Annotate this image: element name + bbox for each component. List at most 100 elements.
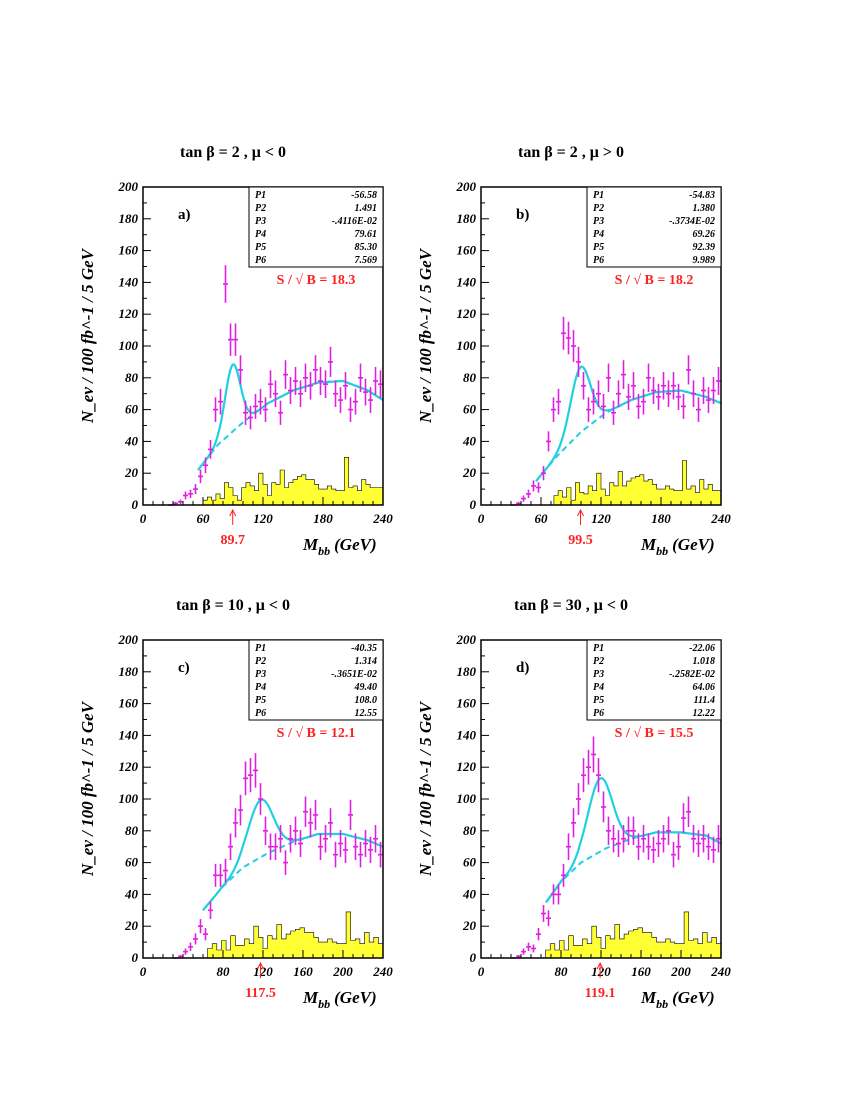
data-point [696, 830, 701, 858]
data-point [248, 758, 253, 793]
data-point [646, 363, 651, 393]
data-point [283, 360, 288, 390]
data-point [521, 495, 526, 502]
x-axis-label-main: M [302, 535, 319, 554]
fit-param-name: P3 [593, 216, 604, 227]
peak-mass-label: 99.5 [568, 533, 593, 548]
data-point [193, 933, 198, 945]
data-point [213, 863, 218, 887]
y-axis-label: N_ev / 100 fb^-1 / 5 GeV [416, 700, 435, 877]
x-tick-label: 80 [217, 964, 231, 979]
data-point [348, 397, 353, 422]
data-point [363, 830, 368, 858]
data-point [373, 824, 378, 853]
data-point [198, 469, 203, 484]
fit-param-name: P2 [255, 656, 266, 667]
data-point [711, 377, 716, 405]
fit-param-value: -56.58 [351, 190, 377, 201]
y-tick-label: 200 [118, 179, 139, 194]
data-point [661, 824, 666, 853]
fit-params-box [586, 186, 722, 268]
y-tick-label: 200 [456, 179, 477, 194]
data-point [268, 833, 273, 861]
data-point [636, 393, 641, 419]
chart-panel-1: tan β = 2 , μ < 0 0 20 40 60 80 100 120 140 160 18… [78, 144, 393, 558]
data-point [691, 824, 696, 853]
x-tick-label: 200 [670, 964, 691, 979]
data-point [606, 816, 611, 846]
data-point [621, 360, 626, 390]
data-point [298, 380, 303, 408]
y-tick-label: 140 [457, 274, 477, 289]
panel-label: c) [178, 660, 190, 676]
data-point [551, 397, 556, 422]
data-point [323, 824, 328, 853]
x-tick-label: 120 [253, 511, 273, 526]
data-point [561, 316, 566, 350]
data-point [293, 816, 298, 846]
x-axis-label-unit: (GeV) [672, 535, 714, 554]
data-point [556, 388, 561, 415]
chart-panel-4: tan β = 30 , μ < 0 0 20 40 60 80 100 120 140 160 1… [416, 597, 731, 1011]
x-tick-label: 240 [372, 964, 393, 979]
data-point [248, 405, 253, 430]
data-point [183, 948, 188, 955]
fit-param-value: 108.0 [355, 695, 378, 706]
data-point [616, 830, 621, 858]
data-point [313, 355, 318, 385]
data-point [293, 366, 298, 396]
fit-param-value: 1.491 [355, 203, 378, 214]
y-tick-label: 180 [457, 664, 477, 679]
data-point [526, 942, 531, 952]
data-point [711, 836, 716, 863]
data-point [621, 824, 626, 853]
y-tick-label: 200 [456, 632, 477, 647]
y-tick-label: 40 [124, 886, 139, 901]
data-point [308, 808, 313, 838]
y-tick-label: 20 [124, 918, 139, 933]
fit-param-value: 69.26 [693, 229, 716, 240]
data-point [208, 439, 213, 459]
x-axis-label-sub: bb [318, 997, 330, 1011]
fit-param-value: 49.40 [354, 682, 378, 693]
fit-param-name: P4 [593, 229, 604, 240]
x-tick-label: 120 [591, 964, 611, 979]
peak-arrow-head [229, 508, 237, 517]
fit-param-name: P5 [593, 242, 604, 253]
y-tick-label: 140 [119, 727, 139, 742]
data-point [531, 480, 536, 492]
fit-param-name: P4 [255, 682, 266, 693]
fit-param-value: 1.380 [693, 203, 716, 214]
data-point [188, 489, 193, 499]
y-tick-label: 0 [132, 497, 139, 512]
data-point [586, 397, 591, 422]
background-histogram [143, 911, 384, 959]
x-tick-label: 120 [591, 511, 611, 526]
data-point [183, 491, 188, 500]
data-point [651, 377, 656, 405]
data-point [551, 884, 556, 905]
data-point [671, 841, 676, 868]
x-tick-label: 200 [332, 964, 353, 979]
y-tick-label: 60 [125, 855, 139, 870]
x-tick-label: 120 [253, 964, 273, 979]
data-point [263, 816, 268, 846]
fit-param-value: 12.55 [355, 708, 378, 719]
fit-param-value: 9.989 [693, 255, 716, 266]
y-tick-label: 200 [118, 632, 139, 647]
fit-param-name: P6 [255, 255, 266, 266]
data-point [676, 383, 681, 410]
panel-label: b) [516, 207, 529, 223]
data-point [716, 824, 721, 853]
y-tick-label: 180 [119, 664, 139, 679]
fit-param-name: P5 [593, 695, 604, 706]
y-tick-label: 160 [119, 243, 139, 258]
data-point [536, 927, 541, 941]
x-axis-label-unit: (GeV) [672, 988, 714, 1007]
fit-param-value: -22.06 [689, 643, 715, 654]
data-point [576, 346, 581, 377]
fit-param-value: 85.30 [355, 242, 378, 253]
data-point [681, 803, 686, 833]
fit-param-value: -.3651E-02 [331, 669, 377, 680]
